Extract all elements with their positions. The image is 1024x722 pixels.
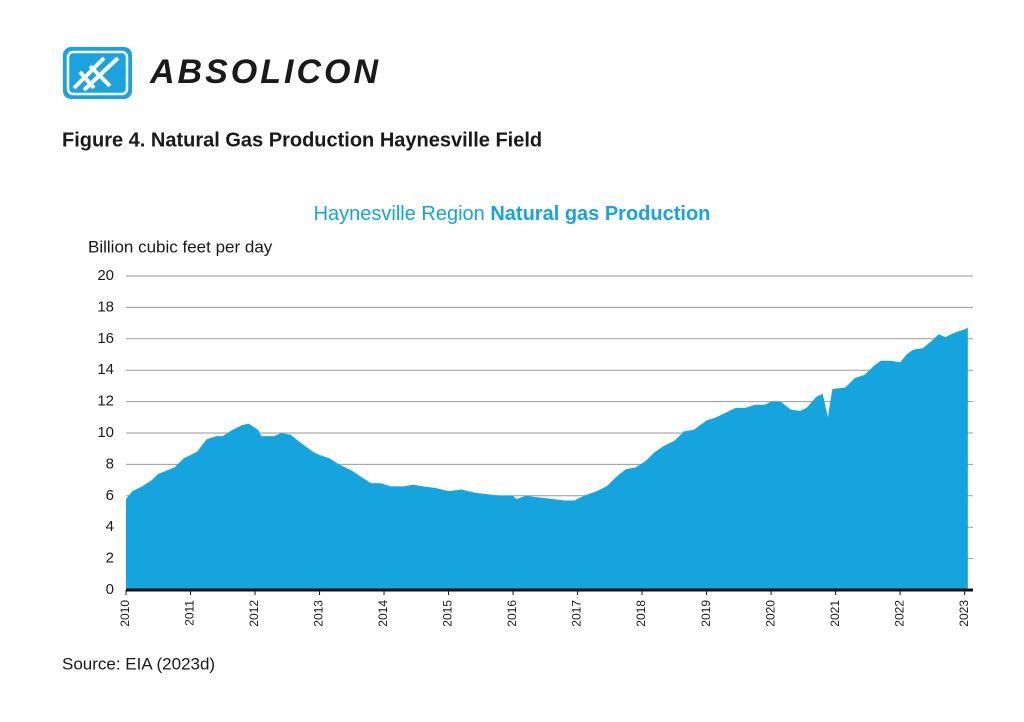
y-tick-label: 12 — [97, 393, 114, 410]
x-tick-label: 2017 — [570, 600, 584, 627]
x-tick-label: 2023 — [957, 600, 971, 627]
y-tick-label: 16 — [97, 330, 114, 347]
y-tick-label: 8 — [106, 455, 114, 472]
y-tick-label: 14 — [97, 361, 114, 378]
x-tick-label: 2022 — [892, 600, 906, 627]
title-bold: Natural gas Production — [490, 203, 710, 225]
x-tick-label: 2012 — [247, 600, 261, 627]
x-tick-label: 2020 — [763, 600, 777, 627]
x-tick-label: 2019 — [699, 600, 713, 627]
x-tick-label: 2015 — [441, 600, 455, 627]
x-tick-label: 2014 — [376, 600, 390, 627]
logo-text: ABSOLICON — [149, 53, 381, 91]
y-tick-label: 10 — [97, 424, 114, 441]
area — [126, 327, 968, 590]
y-tick-label: 0 — [106, 581, 114, 598]
x-tick-label: 2018 — [634, 600, 648, 627]
y-tick-label: 2 — [106, 550, 114, 567]
x-tick-label: 2010 — [118, 600, 132, 627]
y-tick-label: 18 — [97, 298, 114, 315]
x-tick-label: 2011 — [183, 600, 197, 626]
figure-caption: Figure 4. Natural Gas Production Haynesv… — [62, 129, 542, 151]
title-regular: Haynesville Region — [314, 203, 485, 225]
y-tick-label: 4 — [106, 518, 114, 535]
source: Source: EIA (2023d) — [62, 654, 215, 673]
logo-icon — [63, 47, 132, 99]
y-axis-label: Billion cubic feet per day — [88, 237, 273, 256]
x-tick-label: 2021 — [828, 600, 842, 627]
x-tick-label: 2013 — [312, 600, 326, 627]
y-tick-label: 6 — [106, 487, 114, 504]
x-tick-label: 2016 — [505, 600, 519, 627]
y-tick-label: 20 — [97, 267, 114, 284]
chart-title: Haynesville Region Natural gas Productio… — [314, 203, 711, 225]
